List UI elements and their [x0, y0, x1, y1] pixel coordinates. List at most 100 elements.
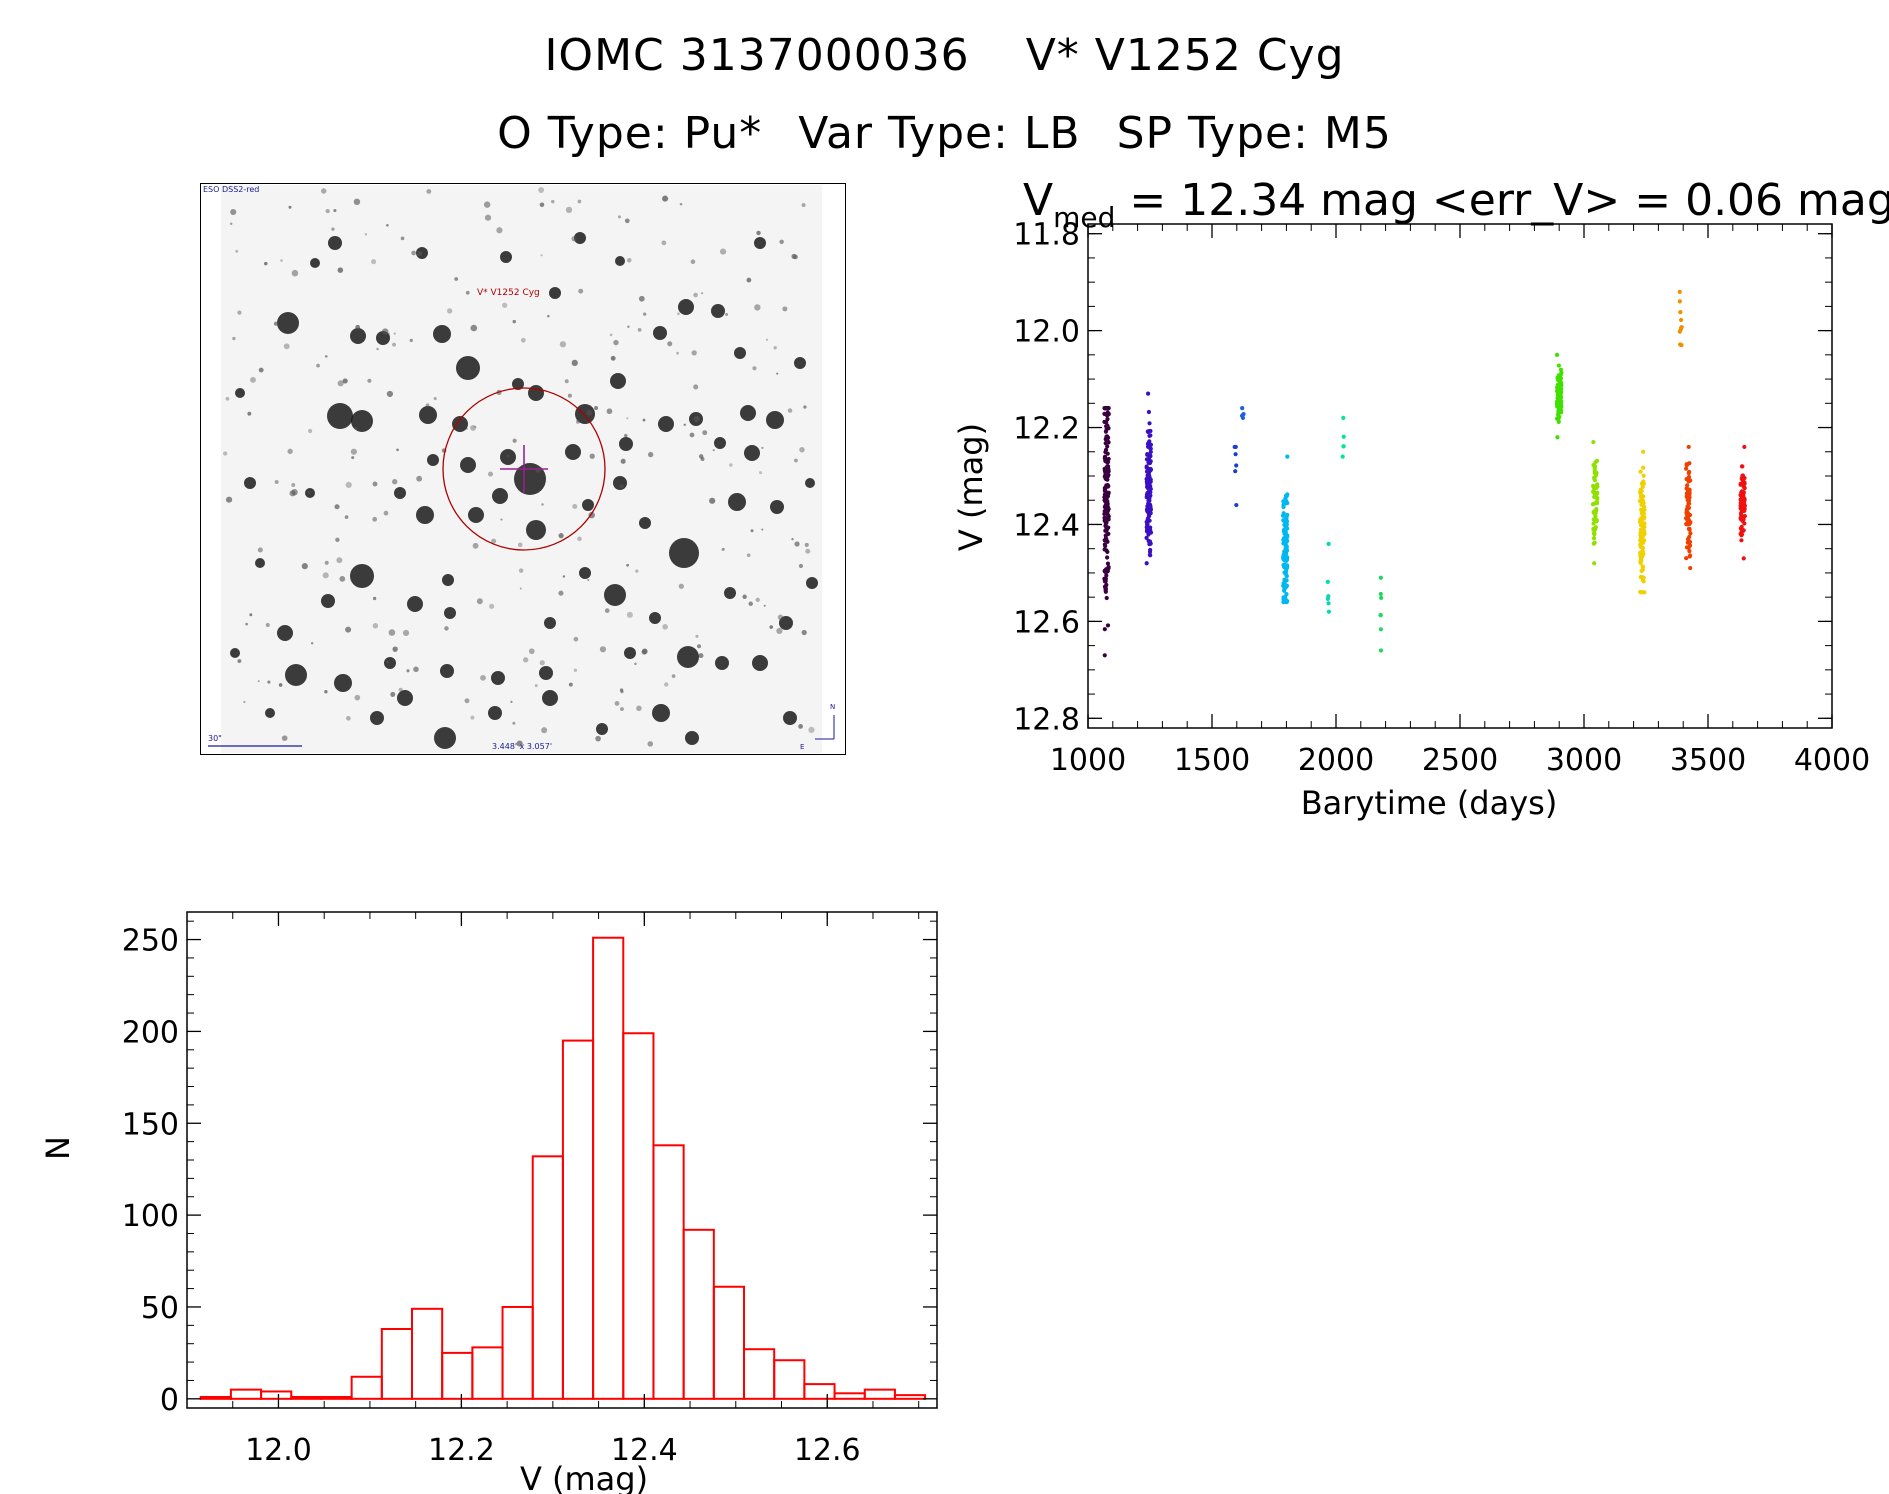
star-blob — [468, 507, 484, 523]
data-point — [1592, 475, 1597, 480]
faint-star — [635, 569, 639, 573]
data-point — [1595, 484, 1600, 489]
faint-star — [232, 336, 236, 341]
histogram-bar — [290, 1395, 323, 1400]
faint-star — [641, 648, 648, 655]
y-tick-label: 100 — [122, 1199, 179, 1234]
faint-star — [476, 598, 483, 605]
faint-star — [250, 376, 256, 383]
data-point — [1684, 545, 1690, 550]
data-point — [1741, 517, 1746, 522]
faint-star — [798, 724, 803, 729]
data-point — [1102, 542, 1107, 547]
star-blob — [649, 612, 661, 624]
data-point — [1641, 465, 1646, 470]
data-point — [1145, 429, 1150, 434]
data-point — [1591, 541, 1596, 546]
faint-star — [698, 653, 704, 659]
data-point — [1640, 578, 1646, 583]
faint-star — [291, 269, 299, 277]
faint-star — [281, 735, 288, 742]
faint-star — [587, 579, 590, 582]
faint-star — [721, 547, 725, 551]
x-tick-label: 2500 — [1422, 743, 1498, 778]
data-point — [1558, 407, 1563, 413]
star-blob — [805, 478, 815, 488]
faint-star — [746, 553, 751, 558]
faint-star — [647, 741, 654, 747]
faint-star — [351, 456, 355, 460]
data-point — [1378, 627, 1384, 632]
data-point — [1688, 520, 1693, 525]
y-tick-label: 12.8 — [1013, 702, 1080, 737]
data-point — [1638, 551, 1643, 556]
faint-star — [572, 503, 578, 510]
faint-star — [433, 396, 437, 401]
data-point — [1147, 460, 1152, 466]
faint-star — [480, 674, 486, 681]
faint-star — [538, 187, 545, 193]
faint-star — [541, 727, 548, 734]
data-point — [1641, 494, 1646, 499]
faint-star — [779, 239, 784, 245]
star-blob — [544, 617, 556, 629]
data-point-group — [1325, 541, 1331, 614]
faint-star — [647, 451, 654, 458]
data-point — [1105, 417, 1110, 422]
faint-star — [794, 541, 800, 547]
star-blob — [351, 410, 373, 432]
data-point — [1102, 584, 1108, 589]
y-tick-label: 12.0 — [1013, 315, 1080, 350]
faint-star — [425, 403, 430, 407]
y-tick-label: 0 — [160, 1383, 179, 1418]
data-point — [1104, 548, 1109, 553]
data-point — [1283, 563, 1288, 569]
faint-star — [725, 313, 729, 316]
faint-star — [470, 324, 478, 332]
faint-star — [619, 484, 625, 489]
data-point — [1683, 466, 1689, 471]
star-blob — [714, 437, 726, 449]
faint-star — [551, 199, 555, 204]
compass-icon: N E — [800, 703, 835, 751]
data-point — [1738, 531, 1743, 537]
star-blob — [500, 251, 512, 263]
faint-star — [752, 366, 757, 371]
data-point — [1104, 573, 1109, 578]
faint-star — [283, 343, 290, 350]
faint-star — [322, 572, 329, 579]
faint-star — [558, 533, 564, 539]
data-point — [1378, 648, 1384, 653]
data-point — [1686, 479, 1691, 484]
faint-star — [586, 409, 593, 416]
faint-star — [350, 448, 358, 455]
x-tick-label: 12.6 — [794, 1433, 861, 1468]
faint-star — [693, 384, 699, 390]
data-point — [1106, 456, 1111, 462]
faint-star — [506, 454, 510, 458]
data-point — [1556, 402, 1561, 408]
faint-star — [337, 380, 344, 387]
faint-star — [558, 590, 564, 596]
data-point — [1284, 519, 1289, 524]
star-blob — [582, 499, 594, 511]
faint-star — [372, 516, 378, 522]
faint-star — [523, 657, 529, 663]
data-point — [1688, 553, 1693, 558]
data-point — [1678, 342, 1683, 347]
faint-star — [230, 208, 237, 216]
star-blob — [376, 331, 390, 345]
faint-star — [627, 325, 630, 328]
data-point — [1686, 444, 1691, 450]
data-point — [1739, 489, 1745, 494]
data-point — [1285, 534, 1290, 539]
faint-star — [791, 538, 794, 541]
faint-star — [416, 475, 423, 482]
x-tick-label: 12.4 — [611, 1433, 678, 1468]
faint-star — [776, 627, 783, 635]
faint-star — [642, 418, 646, 422]
y-axis-label: N — [40, 1136, 77, 1160]
data-point — [1326, 594, 1331, 599]
star-blob — [658, 416, 674, 432]
faint-star — [696, 644, 702, 649]
